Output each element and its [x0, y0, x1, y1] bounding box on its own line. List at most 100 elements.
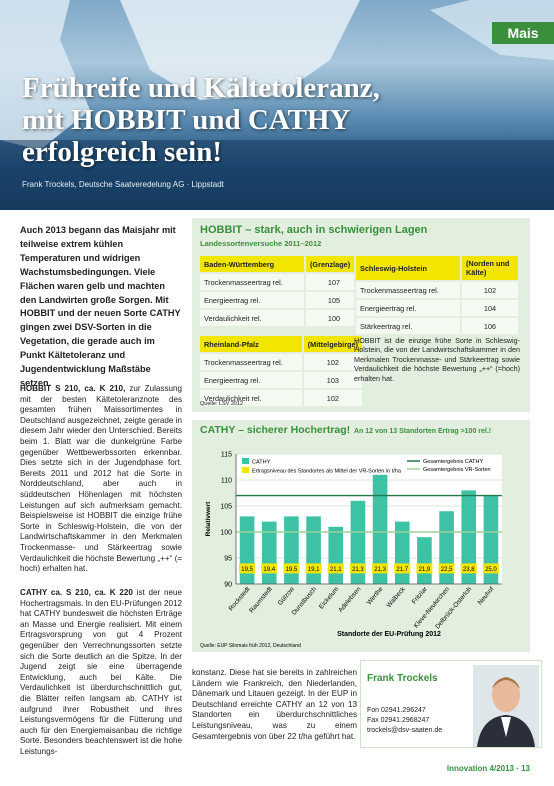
section-tab: Mais [492, 22, 554, 44]
legend-label: Ertragsniveau des Standortes als Mittel … [252, 469, 402, 475]
level-label-box [482, 563, 499, 574]
y-tick-label: 115 [221, 452, 232, 459]
bar [261, 521, 277, 584]
level-label: 19,5 [286, 567, 298, 573]
bar [483, 495, 499, 584]
author-photo [473, 665, 539, 747]
table-row: Trockenmasseertrag rel. 107 [198, 272, 364, 292]
chart-source: Quelle: EUP Silomais früh 2012, Deutschl… [200, 643, 301, 649]
plot-area [236, 454, 502, 584]
headline-line: erfolgreich sein! [22, 136, 222, 168]
x-tick-label: Eickelum [318, 586, 340, 611]
table-row: Energieertrag rel. 104 [354, 298, 520, 318]
chart-title: CATHY – sicherer Hochertrag! [200, 424, 350, 436]
table-row: Verdaulichkeit rel. 100 [198, 308, 364, 328]
table-row: Energieertrag rel. 103 [198, 370, 365, 390]
headline: Frühreife und Kältetoleranz, mit HOBBIT … [22, 72, 380, 168]
author-phone: Fon 02941.296247 [367, 707, 426, 714]
table-cell: 102 [301, 388, 365, 408]
table-cell: 103 [301, 370, 365, 390]
table-cell: 106 [460, 316, 520, 336]
level-label-box [349, 563, 366, 574]
legend-label: Gesamtergebnis VR-Sorten [423, 467, 491, 473]
table-row: Trockenmasseertrag rel. 102 [354, 280, 520, 300]
level-label: 19,5 [241, 567, 253, 573]
hobbit-box: HOBBIT – stark, auch in schwierigen Lage… [192, 218, 530, 412]
header-image [0, 0, 554, 210]
table-cell: Trockenmasseertrag rel. [198, 352, 304, 372]
author-fax: Fax 02941.2968247 [367, 717, 430, 724]
x-axis-label: Standorte der EU-Prüfung 2012 [337, 631, 441, 638]
level-label: 19,1 [308, 567, 320, 573]
intro: Auch 2013 begann das Maisjahr mit teilwe… [20, 225, 181, 388]
level-label-box [305, 563, 322, 574]
bar [284, 516, 299, 584]
y-tick-label: 100 [220, 530, 232, 537]
x-tick-label: Walbeck [386, 585, 408, 609]
table-cell: Energieertrag rel. [354, 298, 462, 318]
level-label-box [416, 563, 433, 574]
table-cell: Trockenmasseertrag rel. [354, 280, 462, 300]
paragraph-lead: HOBBIT S 210, ca. K 210, [20, 384, 126, 393]
legend-label: CATHY [252, 460, 271, 466]
y-tick-label: 95 [224, 556, 232, 563]
x-tick-label: Rockstedt [228, 586, 252, 613]
level-label: 21,7 [396, 567, 408, 573]
table-header-cell: Baden-Württemberg [198, 254, 306, 274]
table-row: Energieertrag rel. 105 [198, 290, 364, 310]
level-label: 23,8 [463, 567, 475, 573]
legend-label: Gesamtergebnis CATHY [423, 459, 483, 465]
paragraph: CATHY ca. S 210, ca. K 220 ist der neue … [20, 588, 182, 758]
level-label: 21,3 [374, 567, 386, 573]
x-tick-label: Werthe [366, 585, 385, 606]
table-cell: Verdaulichkeit rel. [198, 388, 304, 408]
footer: Innovation 4/2013 · 13 [446, 764, 530, 773]
iceberg-illustration [0, 0, 554, 210]
chart-subtitle: An 12 von 13 Standorten Ertrag >100 rel.… [354, 428, 491, 435]
x-tick-label: Neuhof [477, 586, 496, 607]
level-label-box [438, 563, 455, 574]
result-table: Rheinland-Pfalz (Mittelgebirge) Trockenmas… [198, 334, 365, 408]
level-label-box [283, 563, 300, 574]
table-cell: 107 [304, 272, 364, 292]
result-table: Baden-Württemberg (Grenzlage) Trockenmasse… [198, 254, 364, 328]
x-tick-label: Fritzlar [411, 585, 430, 605]
bar [239, 516, 255, 584]
box-subtitle: Landessortenversuche 2011–2012 [200, 239, 322, 248]
paragraph-text: zur Zulassung mit der besten Kältetolera… [20, 384, 182, 574]
author-name: Frank Trockels [367, 673, 438, 684]
bar [372, 474, 388, 584]
level-label: 25,0 [485, 567, 497, 573]
legend-swatch [242, 458, 249, 464]
table-header-cell: (Mittelgebirge) [301, 334, 365, 354]
table-row: Stärkeertrag rel. 106 [354, 316, 520, 336]
paragraph: HOBBIT S 210, ca. K 210, zur Zulassung m… [20, 384, 182, 575]
table-cell: 102 [301, 352, 365, 372]
table-cell: 105 [304, 290, 364, 310]
headline-line: mit HOBBIT und CATHY [22, 104, 351, 136]
table-row: Trockenmasseertrag rel. 102 [198, 352, 365, 372]
table-cell: Trockenmasseertrag rel. [198, 272, 306, 292]
level-label-box [327, 563, 344, 574]
y-tick-label: 90 [224, 582, 232, 589]
table-header-cell: Rheinland-Pfalz [198, 334, 304, 354]
bar [394, 521, 410, 584]
level-label: 19,4 [263, 567, 275, 573]
table-cell: 102 [460, 280, 520, 300]
level-label: 22,5 [441, 567, 453, 573]
bar [328, 526, 344, 584]
level-label: 21,3 [352, 567, 364, 573]
bar [350, 500, 366, 584]
x-tick-label: Gülzow [277, 586, 296, 607]
level-label-box [372, 563, 389, 574]
table-cell: Verdaulichkeit rel. [198, 308, 306, 328]
paragraph: konstanz. Diese hat sie bereits in zahlr… [192, 668, 357, 741]
chart-box: CATHY – sicherer Hochertrag! An 12 von 13… [192, 420, 530, 652]
table-header-cell: (Norden und Kälte) [460, 254, 520, 282]
bar [417, 537, 432, 584]
box-title: HOBBIT – stark, auch in schwierigen Lage… [200, 224, 428, 236]
level-label-box [394, 563, 411, 574]
author-email: trockels@dsv-saaten.de [367, 727, 443, 734]
y-tick-label: 105 [220, 504, 232, 511]
